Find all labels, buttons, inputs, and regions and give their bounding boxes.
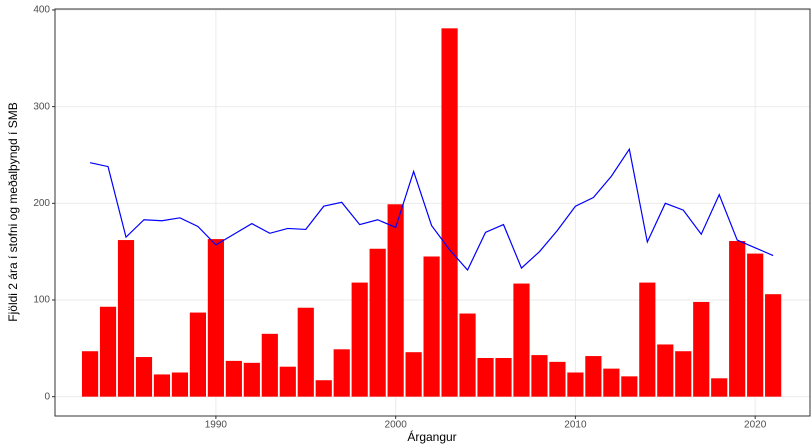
bar: [567, 372, 584, 397]
bar: [261, 333, 278, 397]
bar: [153, 374, 171, 397]
bar: [297, 307, 314, 397]
bar: [351, 282, 368, 397]
bar: [369, 248, 386, 397]
x-tick-label: 1990: [205, 420, 228, 431]
bar: [657, 344, 674, 397]
bar: [729, 241, 746, 397]
bar: [693, 301, 710, 397]
bar: [81, 351, 99, 397]
bar: [549, 361, 566, 397]
panel-border: [54, 8, 811, 417]
x-tick-label: 2000: [385, 420, 408, 431]
y-axis-title: Fjöldi 2 ára í stofni og meðalþyngd í SM…: [6, 102, 20, 321]
x-axis-title: Árgangur: [407, 429, 456, 444]
x-tick-label: 2020: [744, 420, 767, 431]
bar: [441, 28, 458, 397]
bar: [639, 282, 656, 397]
bar: [135, 357, 153, 397]
y-tick-label: 200: [33, 198, 50, 209]
bar: [711, 378, 728, 397]
bar: [279, 366, 296, 397]
bar: [387, 204, 404, 397]
bar: [675, 351, 692, 397]
y-tick-label: 100: [33, 295, 50, 306]
bar: [243, 362, 260, 397]
line: [89, 147, 774, 272]
y-tick-label: 0: [44, 391, 50, 402]
bar: [423, 256, 440, 397]
bar: [333, 349, 350, 397]
bar: [531, 355, 548, 397]
bar: [477, 357, 494, 397]
bar: [189, 312, 206, 397]
bar: [765, 294, 782, 397]
bar: [621, 376, 638, 397]
bar: [99, 306, 117, 397]
y-tick-label: 300: [33, 101, 50, 112]
bar: [207, 239, 224, 397]
bar: [603, 368, 620, 397]
bar: [405, 352, 422, 397]
bar: [171, 372, 189, 397]
bar: [747, 253, 764, 397]
x-tick-label: 2010: [564, 420, 587, 431]
bar: [225, 360, 242, 397]
bar: [117, 240, 135, 397]
y-tick-label: 400: [33, 5, 50, 16]
bar: [513, 283, 530, 397]
bar: [495, 357, 512, 397]
bar: [459, 313, 476, 397]
bar: [585, 356, 602, 397]
bar: [315, 380, 332, 397]
